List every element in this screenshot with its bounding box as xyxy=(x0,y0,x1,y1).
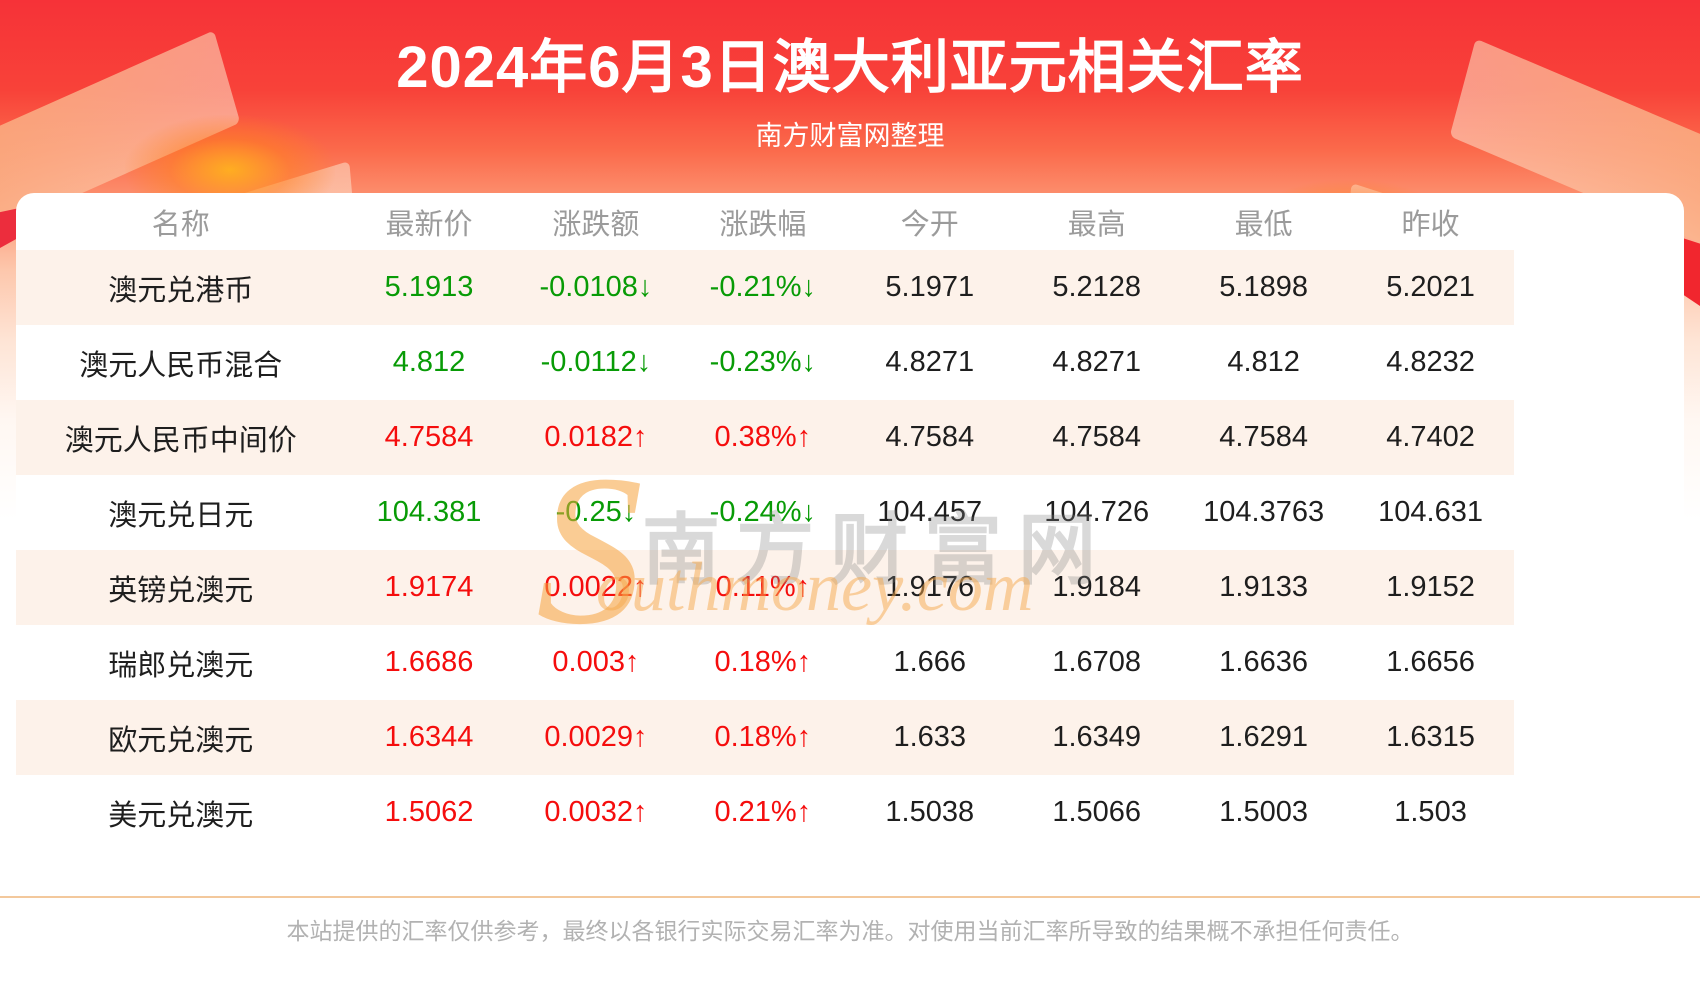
cell-low: 5.1898 xyxy=(1219,271,1308,303)
table-row: 美元兑澳元 1.5062 0.0032↑ 0.21%↑ 1.5038 1.5066 1.50… xyxy=(16,775,1514,850)
cell-high: 4.7584 xyxy=(1052,421,1142,453)
cell-name: 欧元兑澳元 xyxy=(108,724,254,757)
column-header-change-pct: 涨跌幅 xyxy=(719,208,807,241)
cell-name: 美元兑澳元 xyxy=(108,799,254,832)
cell-open: 1.666 xyxy=(893,646,967,678)
cell-prev-close: 4.7402 xyxy=(1386,421,1475,453)
cell-change-pct: 0.38%↑ xyxy=(714,421,812,453)
cell-low: 1.6636 xyxy=(1219,646,1308,678)
rates-table: 名称 最新价 涨跌额 涨跌幅 今开 最高 最低 昨收 澳元兑港币 5.1913 -0… xyxy=(16,193,1514,850)
cell-prev-close: 5.2021 xyxy=(1386,271,1475,303)
cell-change: 0.0182↑ xyxy=(544,421,648,453)
cell-latest: 1.6344 xyxy=(384,721,474,753)
column-header-latest: 最新价 xyxy=(385,208,473,241)
table-row: 欧元兑澳元 1.6344 0.0029↑ 0.18%↑ 1.633 1.6349 1.629… xyxy=(16,700,1514,775)
cell-open: 1.5038 xyxy=(885,796,975,828)
cell-latest: 104.381 xyxy=(376,496,482,528)
cell-name: 澳元人民币混合 xyxy=(79,349,283,382)
cell-change: 0.0032↑ xyxy=(544,796,648,828)
footer-divider xyxy=(0,896,1700,898)
cell-open: 1.633 xyxy=(893,721,967,753)
cell-prev-close: 1.6656 xyxy=(1386,646,1475,678)
page-subtitle: 南方财富网整理 xyxy=(755,121,945,151)
cell-change-pct: -0.21%↓ xyxy=(709,271,817,303)
column-header-change: 涨跌额 xyxy=(552,208,640,241)
cell-change: -0.0112↓ xyxy=(540,346,652,378)
cell-change: 0.0022↑ xyxy=(544,571,648,603)
cell-change: -0.25↓ xyxy=(555,496,637,528)
cell-latest: 4.812 xyxy=(392,346,466,378)
cell-high: 1.6708 xyxy=(1052,646,1142,678)
rates-table-card: 名称 最新价 涨跌额 涨跌幅 今开 最高 最低 昨收 澳元兑港币 5.1913 -0… xyxy=(16,193,1684,1000)
cell-name: 澳元人民币中间价 xyxy=(64,424,297,457)
table-row: 澳元兑港币 5.1913 -0.0108↓ -0.21%↓ 5.1971 5.2128 5.… xyxy=(16,250,1514,325)
cell-change-pct: 0.18%↑ xyxy=(714,721,812,753)
column-header-high: 最高 xyxy=(1067,208,1126,241)
cell-high: 1.9184 xyxy=(1052,571,1142,603)
cell-change: -0.0108↓ xyxy=(539,271,653,303)
cell-high: 104.726 xyxy=(1044,496,1150,528)
cell-change: 0.003↑ xyxy=(552,646,640,678)
cell-prev-close: 1.9152 xyxy=(1386,571,1475,603)
cell-name: 澳元兑日元 xyxy=(108,499,254,532)
cell-prev-close: 1.6315 xyxy=(1386,721,1475,753)
cell-change: 0.0029↑ xyxy=(544,721,648,753)
table-row: 英镑兑澳元 1.9174 0.0022↑ 0.11%↑ 1.9176 1.9184 1.91… xyxy=(16,550,1514,625)
cell-low: 1.5003 xyxy=(1219,796,1308,828)
table-row: 澳元人民币中间价 4.7584 0.0182↑ 0.38%↑ 4.7584 4.7584 4… xyxy=(16,400,1514,475)
table-row: 澳元兑日元 104.381 -0.25↓ -0.24%↓ 104.457 104.726 1… xyxy=(16,475,1514,550)
cell-open: 104.457 xyxy=(877,496,983,528)
page-title: 2024年6月3日澳大利亚元相关汇率 xyxy=(396,35,1304,100)
cell-change-pct: 0.18%↑ xyxy=(714,646,812,678)
column-header-prev-close: 昨收 xyxy=(1401,208,1460,241)
cell-low: 1.6291 xyxy=(1219,721,1308,753)
column-header-open: 今开 xyxy=(900,208,959,241)
cell-open: 5.1971 xyxy=(885,271,975,303)
table-header-row: 名称 最新价 涨跌额 涨跌幅 今开 最高 最低 昨收 xyxy=(16,193,1514,250)
cell-name: 澳元兑港币 xyxy=(108,274,254,307)
cell-change-pct: 0.21%↑ xyxy=(714,796,812,828)
cell-low: 104.3763 xyxy=(1203,496,1325,528)
cell-latest: 1.6686 xyxy=(384,646,474,678)
cell-latest: 4.7584 xyxy=(384,421,474,453)
cell-high: 1.5066 xyxy=(1052,796,1142,828)
column-header-low: 最低 xyxy=(1234,208,1293,241)
cell-change-pct: -0.23%↓ xyxy=(709,346,817,378)
cell-open: 4.8271 xyxy=(885,346,975,378)
cell-latest: 5.1913 xyxy=(384,271,474,303)
cell-prev-close: 104.631 xyxy=(1378,496,1483,528)
cell-prev-close: 1.503 xyxy=(1394,796,1467,828)
footer-disclaimer: 本站提供的汇率仅供参考，最终以各银行实际交易汇率为准。对使用当前汇率所导致的结果… xyxy=(286,918,1414,944)
cell-name: 瑞郎兑澳元 xyxy=(108,649,254,682)
rates-table-wrap: 名称 最新价 涨跌额 涨跌幅 今开 最高 最低 昨收 澳元兑港币 5.1913 -0… xyxy=(16,193,1684,850)
cell-high: 1.6349 xyxy=(1052,721,1142,753)
cell-low: 4.812 xyxy=(1227,346,1300,378)
cell-high: 5.2128 xyxy=(1052,271,1142,303)
cell-latest: 1.5062 xyxy=(384,796,474,828)
cell-high: 4.8271 xyxy=(1052,346,1142,378)
cell-low: 4.7584 xyxy=(1219,421,1308,453)
cell-change-pct: -0.24%↓ xyxy=(709,496,817,528)
table-row: 澳元人民币混合 4.812 -0.0112↓ -0.23%↓ 4.8271 4.8271 4… xyxy=(16,325,1514,400)
cell-open: 4.7584 xyxy=(885,421,975,453)
cell-prev-close: 4.8232 xyxy=(1386,346,1475,378)
cell-latest: 1.9174 xyxy=(384,571,474,603)
cell-name: 英镑兑澳元 xyxy=(108,574,254,607)
column-header-name: 名称 xyxy=(151,208,210,241)
cell-low: 1.9133 xyxy=(1219,571,1308,603)
cell-open: 1.9176 xyxy=(885,571,975,603)
cell-change-pct: 0.11%↑ xyxy=(715,571,811,603)
table-row: 瑞郎兑澳元 1.6686 0.003↑ 0.18%↑ 1.666 1.6708 1.6636… xyxy=(16,625,1514,700)
